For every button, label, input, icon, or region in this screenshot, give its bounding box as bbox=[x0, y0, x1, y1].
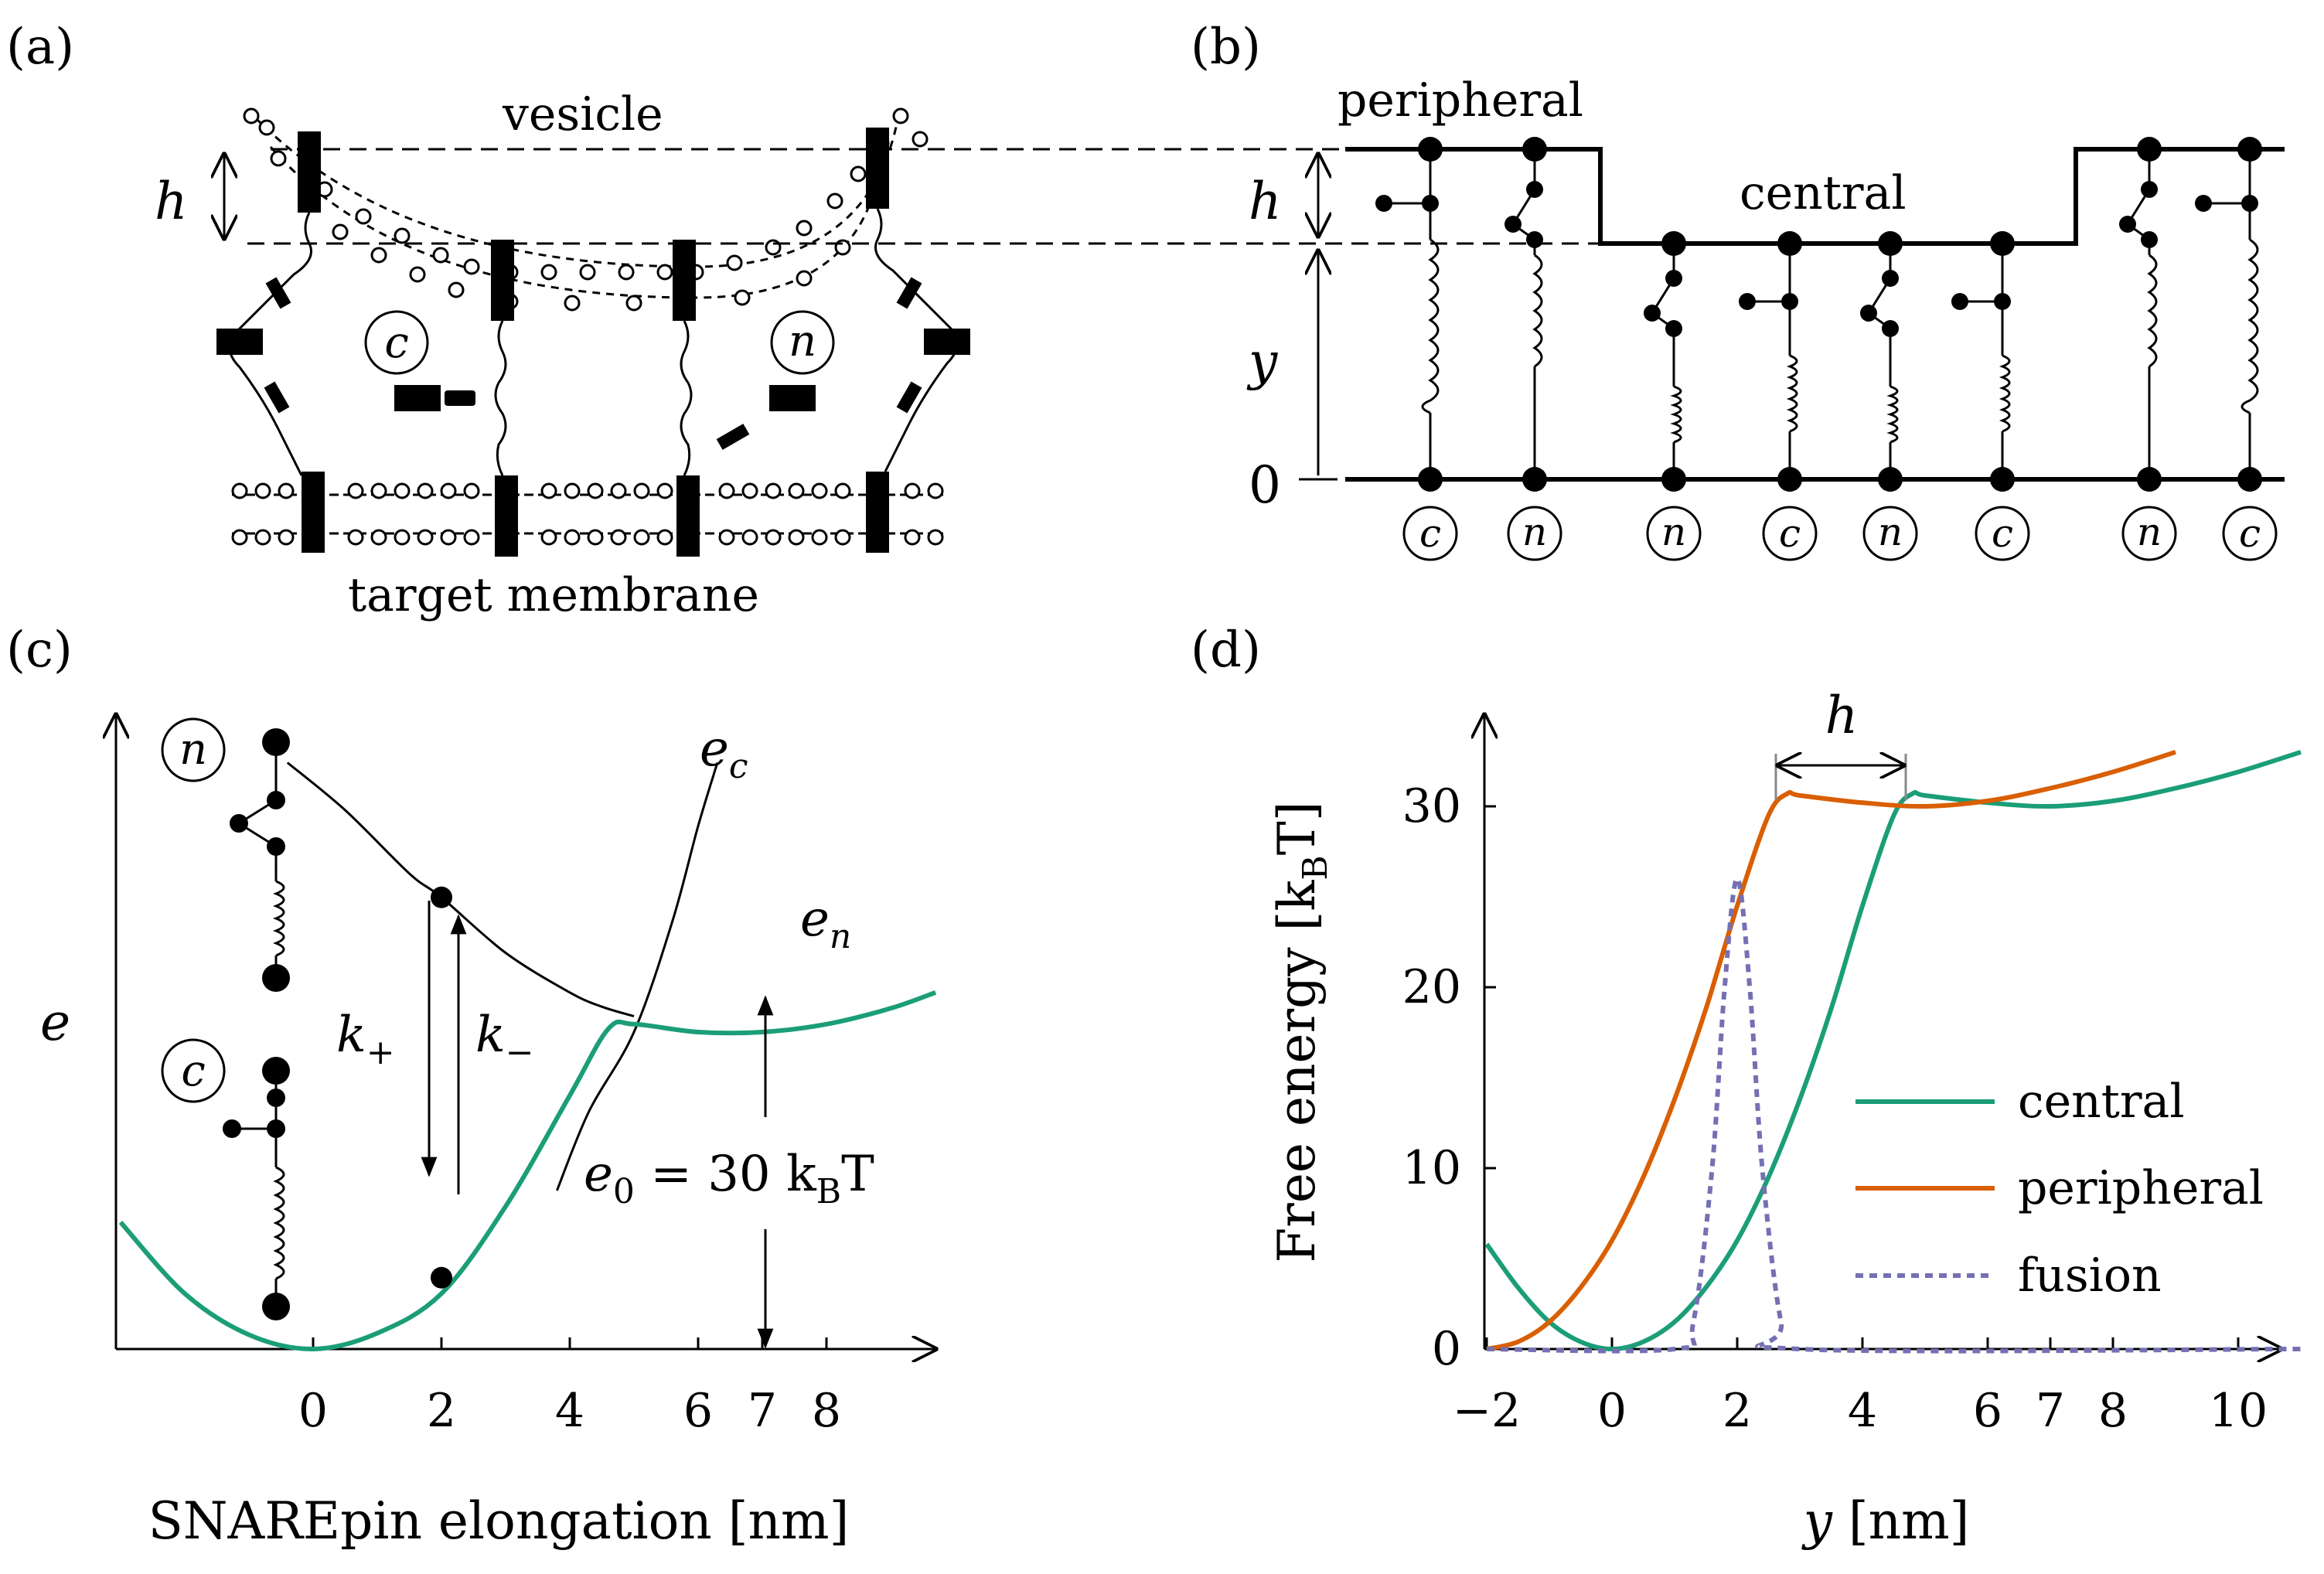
state-c-text: c bbox=[384, 318, 408, 368]
state-marker-text: c bbox=[1779, 511, 1801, 556]
transition-point bbox=[431, 1266, 452, 1289]
curve-e-c-steep- bbox=[556, 762, 719, 1191]
transition-point bbox=[431, 886, 452, 908]
state-marker bbox=[1862, 506, 1918, 561]
panel-d-x-title: y [nm] bbox=[1801, 1491, 1970, 1551]
legend-peripheral-label: peripheral bbox=[2018, 1161, 2264, 1215]
state-marker-text: n bbox=[1522, 509, 1547, 554]
panel-d-curves bbox=[1484, 749, 2302, 1354]
panel-b-h-label: h bbox=[1249, 172, 1282, 231]
panel-a-label: (a) bbox=[6, 19, 74, 76]
x-tick-label: 4 bbox=[1848, 1384, 1877, 1438]
state-marker bbox=[1646, 506, 1702, 561]
state-marker bbox=[1762, 506, 1818, 561]
inset-snarepin-n-nodes bbox=[230, 728, 290, 992]
x-tick-label: 0 bbox=[1597, 1384, 1627, 1438]
x-tick-label: 4 bbox=[555, 1384, 584, 1438]
vesicle-profile bbox=[1345, 147, 2285, 246]
panel-c-x-title: SNAREpin elongation [nm] bbox=[148, 1491, 850, 1551]
state-n-marker bbox=[770, 310, 835, 375]
inset-snarepin-n bbox=[237, 742, 285, 978]
e0-label: e0 = 30 kBT bbox=[584, 1146, 874, 1211]
x-tick-label: 2 bbox=[427, 1384, 456, 1438]
x-tick-label: −2 bbox=[1453, 1384, 1521, 1438]
k-plus-label: k+ bbox=[336, 1007, 395, 1072]
panel-c-y-label: e bbox=[40, 993, 70, 1052]
spring-snare-nodes bbox=[1375, 137, 2262, 492]
legend-central-label: central bbox=[2018, 1075, 2185, 1129]
x-tick-label: 6 bbox=[1973, 1384, 2002, 1438]
inset-state-n-text: n bbox=[179, 724, 207, 775]
panel-d-label: (d) bbox=[1191, 622, 1261, 679]
state-n-text: n bbox=[789, 316, 816, 366]
state-marker bbox=[1975, 506, 2030, 561]
inset-state-c-marker bbox=[161, 1038, 226, 1103]
panel-d: (d) 0 10 20 30 −2 0 2 4 6 7 8 10 Free energy [kBT]… bbox=[1191, 622, 2302, 1551]
y-tick-label: 10 bbox=[1402, 1141, 1461, 1195]
curve-e-c bbox=[286, 761, 635, 1017]
y-tick-label: 30 bbox=[1402, 779, 1461, 833]
inset-state-n-marker bbox=[161, 717, 226, 782]
state-marker bbox=[1402, 506, 1458, 561]
x-tick-label: 7 bbox=[2036, 1384, 2065, 1438]
vesicle-membrane-inner bbox=[254, 116, 898, 268]
curve-peripheral bbox=[1486, 749, 2176, 1351]
inset-state-c-text: c bbox=[181, 1046, 205, 1096]
panel-d-y-title: Free energy [kBT] bbox=[1267, 802, 1335, 1263]
panel-b-state-markers: c n n c n c n c bbox=[1402, 506, 2278, 561]
target-membrane-label: target membrane bbox=[348, 568, 759, 622]
inset-snarepin-c-nodes bbox=[223, 1057, 290, 1320]
state-marker bbox=[2222, 506, 2278, 561]
state-marker bbox=[1507, 506, 1562, 561]
peripheral-label: peripheral bbox=[1337, 73, 1583, 128]
panel-d-h-label: h bbox=[1825, 686, 1859, 745]
panel-b-label: (b) bbox=[1191, 19, 1261, 76]
y-tick-label: 20 bbox=[1402, 960, 1461, 1014]
panel-b-y-label: y bbox=[1246, 332, 1278, 391]
snare-helix-blocks bbox=[216, 277, 970, 450]
panel-b-zero-label: 0 bbox=[1249, 455, 1281, 515]
vesicle-label: vesicle bbox=[502, 87, 663, 141]
state-marker-text: n bbox=[1661, 509, 1686, 554]
x-tick-label: 6 bbox=[683, 1384, 713, 1438]
curve-fusion bbox=[1486, 876, 2302, 1354]
state-marker-text: c bbox=[1992, 511, 2013, 556]
x-tick-label: 7 bbox=[748, 1384, 777, 1438]
state-marker-text: n bbox=[2137, 509, 2162, 554]
x-tick-label: 2 bbox=[1723, 1384, 1752, 1438]
panel-d-x-ticks: −2 0 2 4 6 7 8 10 bbox=[1453, 1337, 2268, 1438]
snare-anchors bbox=[298, 128, 889, 557]
panel-d-y-ticks: 0 10 20 30 bbox=[1402, 779, 1496, 1376]
curve-e-n bbox=[118, 990, 937, 1352]
state-marker-text: c bbox=[2239, 511, 2261, 556]
target-membrane bbox=[231, 482, 944, 546]
x-tick-label: 8 bbox=[2098, 1384, 2128, 1438]
en-label: en bbox=[800, 891, 851, 956]
curve-central bbox=[1484, 749, 2302, 1352]
x-tick-label: 10 bbox=[2209, 1384, 2268, 1438]
legend-fusion-label: fusion bbox=[2018, 1249, 2162, 1303]
panel-d-legend: central peripheral fusion bbox=[1855, 1075, 2264, 1303]
state-marker-text: n bbox=[1878, 509, 1903, 554]
state-marker-text: c bbox=[1419, 511, 1441, 556]
state-c-marker bbox=[364, 310, 429, 375]
x-tick-label: 8 bbox=[812, 1384, 841, 1438]
y-tick-label: 0 bbox=[1432, 1322, 1461, 1376]
ec-label: ec bbox=[700, 721, 748, 786]
k-minus-label: k− bbox=[475, 1007, 534, 1072]
state-marker bbox=[2121, 506, 2177, 561]
panel-b: (b) peripheral central h y 0 bbox=[1191, 19, 2285, 561]
panel-a-h-label: h bbox=[155, 172, 188, 231]
x-tick-label: 0 bbox=[298, 1384, 328, 1438]
panel-a: (a) vesicle target membrane h bbox=[6, 19, 1604, 622]
panel-c-label: (c) bbox=[6, 622, 73, 679]
central-label: central bbox=[1740, 166, 1907, 220]
